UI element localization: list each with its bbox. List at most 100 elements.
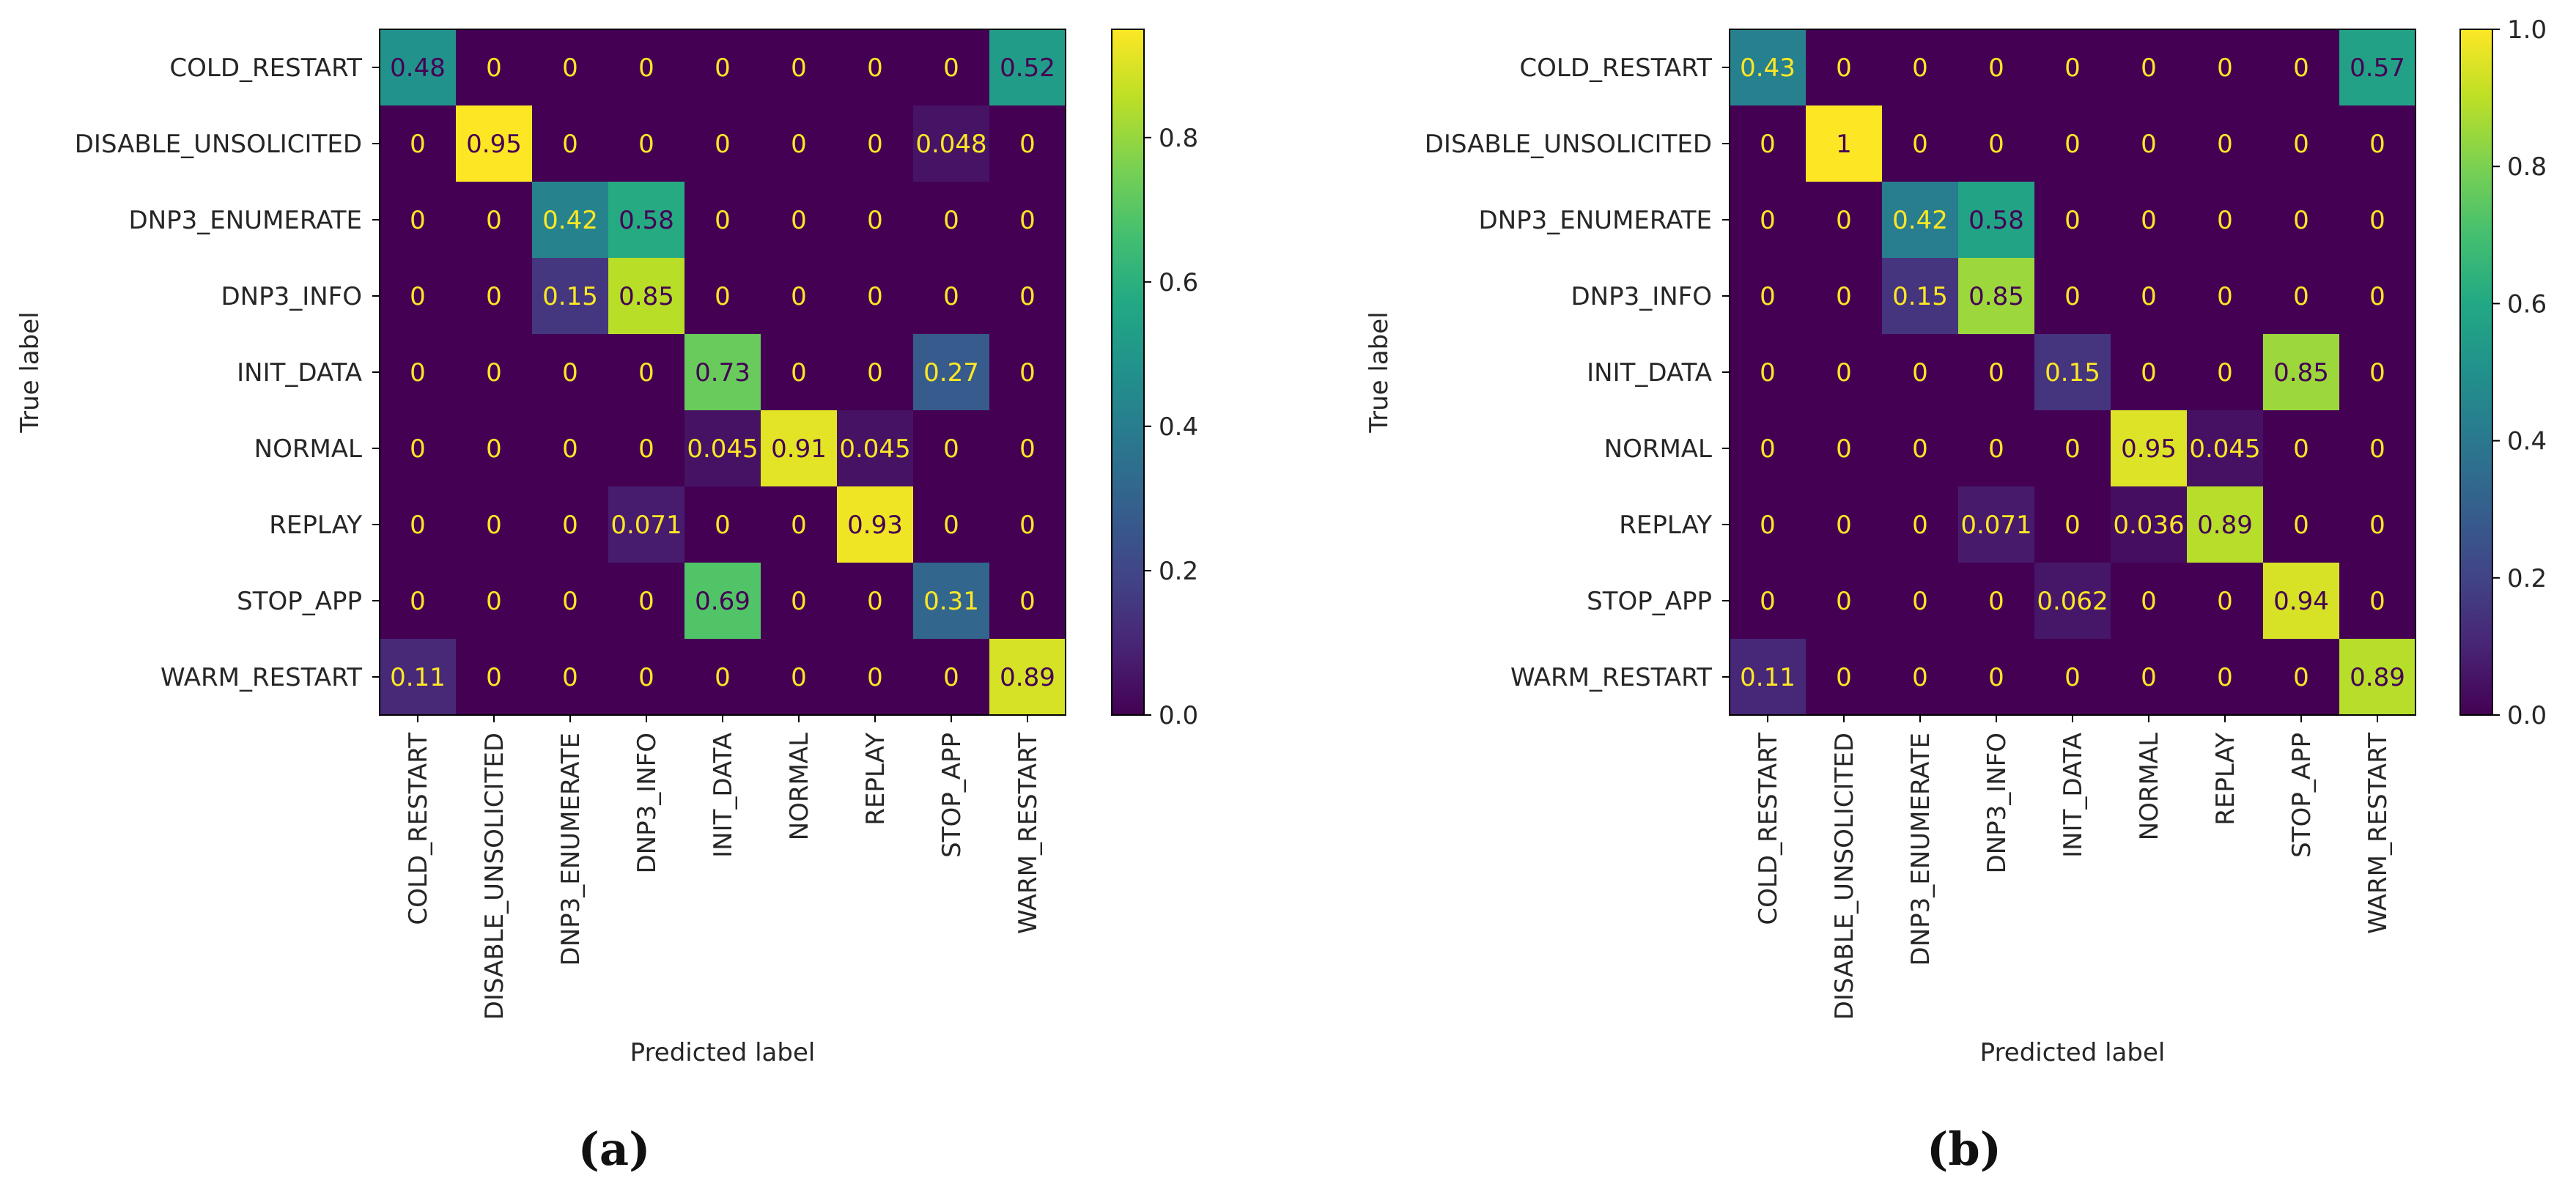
cell-value-label: 0: [410, 130, 426, 159]
cell-value-label: 0: [2064, 663, 2081, 692]
cell-1-6: [837, 105, 914, 182]
cell-value-label: 0: [2369, 358, 2385, 388]
cell-4-4: [684, 334, 761, 411]
cell-2-2: [1882, 182, 1959, 259]
cell-value-label: 0: [2141, 130, 2157, 159]
cell-value-label: 0.89: [2350, 663, 2405, 692]
cell-value-label: 0: [1912, 130, 1928, 159]
y-tick-label: DNP3_INFO: [1571, 282, 1712, 311]
cell-4-8: [2339, 334, 2416, 411]
cell-value-label: 0: [2369, 587, 2385, 616]
cell-3-8: [2339, 258, 2416, 335]
cell-8-7: [2263, 639, 2340, 716]
cell-value-label: 0: [1836, 53, 1852, 83]
cell-value-label: 0.15: [2045, 358, 2100, 388]
cell-2-7: [2263, 182, 2340, 259]
cell-value-label: 0.69: [695, 587, 750, 616]
y-axis-title: True label: [1365, 311, 1394, 433]
cell-value-label: 0: [2141, 282, 2157, 311]
cell-0-2: [532, 29, 609, 106]
cell-7-0: [380, 563, 457, 640]
cell-value-label: 0: [1988, 434, 2004, 464]
cell-5-5: [2111, 410, 2188, 487]
cell-5-3: [608, 410, 685, 487]
cell-0-7: [2263, 29, 2340, 106]
cell-value-label: 0: [2064, 434, 2081, 464]
cell-6-7: [913, 486, 990, 563]
x-tick-label: INIT_DATA: [2059, 733, 2088, 858]
cell-8-6: [837, 639, 914, 716]
cell-value-label: 0: [1019, 358, 1036, 388]
cell-4-0: [380, 334, 457, 411]
cell-6-6: [837, 486, 914, 563]
cell-6-7: [2263, 486, 2340, 563]
cell-value-label: 0: [791, 358, 807, 388]
cell-value-label: 0: [1912, 53, 1928, 83]
cell-2-1: [456, 182, 533, 259]
cell-4-3: [1958, 334, 2035, 411]
cell-value-label: 0: [638, 53, 654, 83]
cell-2-7: [913, 182, 990, 259]
x-tick-label: STOP_APP: [937, 733, 967, 858]
cell-value-label: 0: [2064, 282, 2081, 311]
cell-1-4: [2034, 105, 2111, 182]
cell-3-7: [2263, 258, 2340, 335]
cell-value-label: 0.89: [1000, 663, 1055, 692]
cell-value-label: 0: [410, 511, 426, 540]
cell-7-6: [2187, 563, 2264, 640]
cell-value-label: 0.15: [1892, 282, 1948, 311]
cell-value-label: 0.43: [1740, 53, 1796, 83]
cell-value-label: 0: [1988, 53, 2004, 83]
cell-value-label: 0.85: [1968, 282, 2024, 311]
cell-6-0: [1730, 486, 1806, 563]
cell-3-1: [1806, 258, 1883, 335]
cell-value-label: 0: [2293, 282, 2309, 311]
cell-value-label: 0: [1019, 587, 1036, 616]
cell-6-8: [989, 486, 1066, 563]
cell-value-label: 0: [2064, 206, 2081, 235]
cell-7-2: [1882, 563, 1959, 640]
cell-5-8: [989, 410, 1066, 487]
y-tick-label: REPLAY: [269, 511, 362, 540]
y-tick-label: NORMAL: [1604, 434, 1712, 464]
cell-2-6: [2187, 182, 2264, 259]
cell-1-7: [913, 105, 990, 182]
cell-value-label: 0: [1019, 434, 1036, 464]
cell-0-3: [1958, 29, 2035, 106]
cell-0-8: [2339, 29, 2416, 106]
colorbar-tick-label: 1.0: [2507, 15, 2547, 45]
cell-value-label: 0.045: [687, 434, 758, 464]
cell-value-label: 0: [1836, 358, 1852, 388]
cell-value-label: 0: [2293, 206, 2309, 235]
cell-4-2: [1882, 334, 1959, 411]
cell-6-5: [761, 486, 838, 563]
cell-8-6: [2187, 639, 2264, 716]
cell-4-3: [608, 334, 685, 411]
y-tick-label: DNP3_ENUMERATE: [129, 206, 362, 235]
cell-4-4: [2034, 334, 2111, 411]
cell-1-2: [1882, 105, 1959, 182]
cell-5-6: [2187, 410, 2264, 487]
cell-5-4: [2034, 410, 2111, 487]
cell-7-7: [913, 563, 990, 640]
cell-6-1: [1806, 486, 1883, 563]
cell-0-4: [2034, 29, 2111, 106]
cell-value-label: 0: [943, 663, 959, 692]
cell-6-2: [1882, 486, 1959, 563]
cell-0-7: [913, 29, 990, 106]
y-tick-label: STOP_APP: [237, 587, 362, 616]
x-tick-label: DISABLE_UNSOLICITED: [1830, 733, 1859, 1020]
cell-3-5: [761, 258, 838, 335]
cell-8-4: [684, 639, 761, 716]
cell-value-label: 0.95: [2121, 434, 2177, 464]
cell-value-label: 0: [1912, 511, 1928, 540]
cell-value-label: 0: [2064, 53, 2081, 83]
cell-3-1: [456, 258, 533, 335]
y-tick-label: STOP_APP: [1587, 587, 1712, 616]
cell-value-label: 0: [2293, 434, 2309, 464]
cell-6-5: [2111, 486, 2188, 563]
colorbar-tick-label: 0.6: [1159, 268, 1198, 297]
cell-value-label: 0: [486, 282, 502, 311]
cell-value-label: 0: [638, 358, 654, 388]
cell-2-8: [989, 182, 1066, 259]
